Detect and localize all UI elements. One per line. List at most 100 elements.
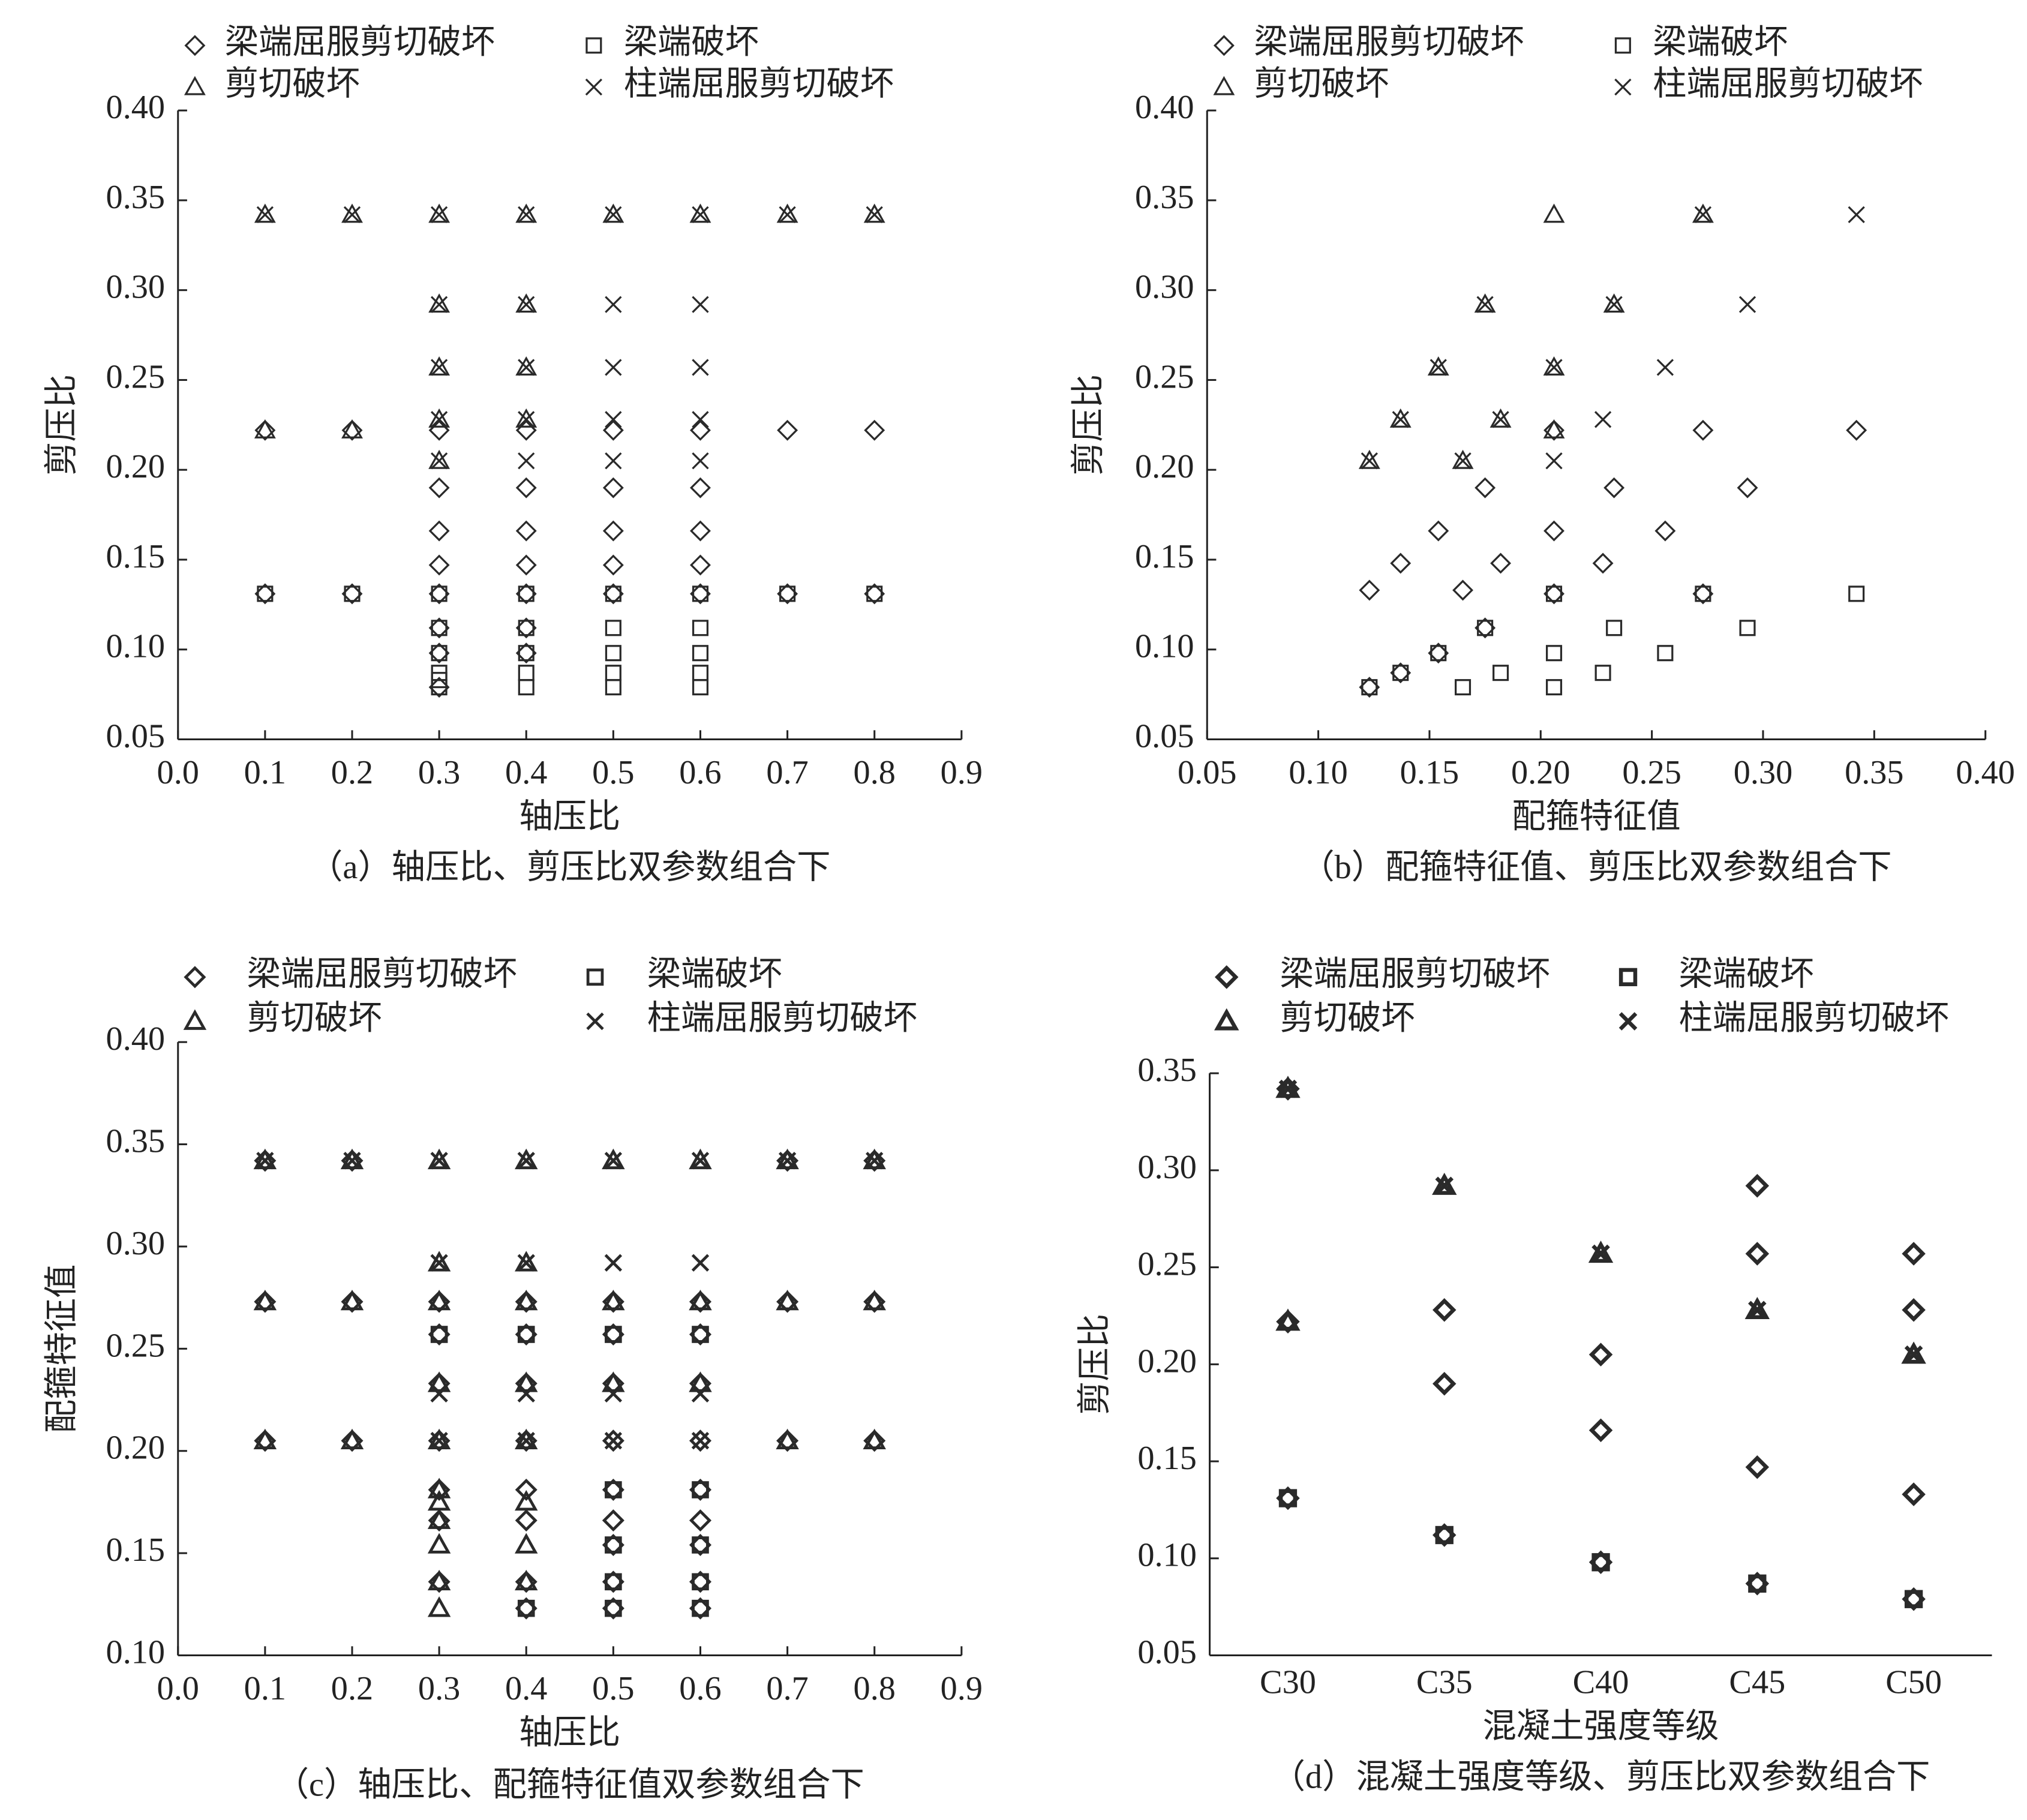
cross-marker: [691, 1384, 710, 1403]
square-marker: [1493, 665, 1509, 681]
triangle-marker: [341, 203, 363, 223]
diamond-marker: [515, 419, 537, 441]
square-marker: [692, 1599, 709, 1617]
x-tick-label: 0.6: [679, 1670, 721, 1707]
diamond-marker: [602, 554, 624, 576]
caption: （c）轴压比、配箍特征值双参数组合下: [275, 1766, 864, 1803]
x-tick-label: 0.8: [854, 754, 896, 791]
square-marker: [518, 585, 534, 602]
triangle-marker: [428, 293, 451, 313]
triangle-marker: [776, 203, 798, 223]
cross-marker: [692, 296, 709, 313]
square-marker: [605, 1573, 622, 1591]
triangle-marker: [428, 408, 451, 428]
triangle-marker: [340, 1289, 364, 1311]
diamond-marker: [602, 520, 624, 542]
diamond-marker: [341, 1290, 364, 1313]
triangle-marker: [515, 1428, 538, 1450]
cross-marker: [517, 1432, 535, 1450]
diamond-marker: [515, 617, 537, 639]
triangle-marker: [427, 1428, 451, 1450]
square-marker: [605, 585, 621, 602]
square-marker: [1904, 1590, 1923, 1608]
triangle-marker: [1358, 449, 1380, 469]
square-marker: [1848, 585, 1865, 602]
square-marker: [605, 665, 621, 681]
y-tick-label: 0.15: [106, 1531, 166, 1569]
diamond-marker: [1428, 642, 1449, 664]
triangle-marker: [515, 1251, 538, 1272]
diamond-marker: [602, 1290, 624, 1313]
diamond-marker: [428, 642, 450, 664]
square-marker: [779, 585, 796, 602]
diamond-marker: [1737, 477, 1758, 498]
cross-marker: [518, 411, 535, 428]
cross-marker: [1904, 1345, 1923, 1364]
y-tick-label: 0.35: [106, 179, 166, 216]
x-axis-label: 配箍特征值: [1512, 798, 1680, 836]
triangle-marker: [1389, 408, 1412, 428]
square-marker: [605, 620, 621, 636]
diamond-marker: [341, 583, 363, 605]
diamond-marker: [1588, 1418, 1613, 1443]
diamond-marker: [690, 554, 711, 576]
diamond-marker: [341, 419, 363, 441]
diamond-marker: [428, 1570, 451, 1593]
triangle-marker: [253, 1289, 277, 1311]
x-tick-label: 0.25: [1622, 754, 1681, 791]
x-tick-label: 0.6: [679, 754, 721, 791]
diamond-marker: [428, 1478, 451, 1501]
y-tick-label: 0.10: [1135, 628, 1194, 665]
triangle-marker: [427, 1508, 451, 1529]
diamond-marker: [341, 1149, 364, 1172]
legend-marker: [184, 35, 206, 56]
cross-marker: [517, 1152, 535, 1170]
square-marker: [517, 1599, 535, 1617]
cross-marker: [518, 359, 535, 376]
x-tick-label: 0.2: [331, 754, 373, 791]
cross-marker: [518, 296, 535, 313]
diamond-marker: [1745, 1242, 1770, 1266]
cross-marker: [1492, 411, 1509, 428]
diamond-marker: [515, 1290, 537, 1313]
diamond-marker: [602, 583, 624, 605]
legend-label: 梁端屈服剪切破坏: [1280, 956, 1550, 993]
diamond-marker: [1432, 1371, 1457, 1396]
cross-marker: [692, 452, 709, 470]
square-marker: [518, 679, 534, 696]
triangle-marker: [254, 419, 276, 439]
square-marker: [518, 645, 534, 662]
square-marker: [692, 1573, 709, 1591]
cross-marker: [430, 359, 448, 376]
diamond-marker: [515, 642, 537, 664]
diamond-marker: [428, 419, 450, 441]
legend-label: 柱端屈服剪切破坏: [624, 65, 894, 103]
y-tick-label: 0.30: [106, 1225, 166, 1262]
cross-marker: [605, 411, 622, 428]
square-marker: [692, 585, 709, 602]
square-marker: [431, 679, 448, 696]
triangle-marker: [428, 356, 451, 376]
cross-marker: [692, 411, 709, 428]
square-marker: [692, 645, 709, 662]
x-tick-label: 0.4: [505, 754, 547, 791]
diamond-marker: [428, 1429, 451, 1452]
y-tick-label: 0.30: [1135, 269, 1194, 306]
cross-marker: [430, 411, 448, 428]
legend-marker: [585, 37, 602, 54]
cross-marker: [1591, 1244, 1610, 1263]
legend-marker: [586, 968, 604, 986]
diamond-marker: [1475, 617, 1496, 639]
diamond-marker: [515, 1478, 537, 1501]
x-tick-label: 0.9: [941, 754, 983, 791]
triangle-marker: [515, 408, 537, 428]
legend-label: 梁端屈服剪切破坏: [1254, 24, 1524, 61]
diamond-marker: [1359, 677, 1380, 698]
x-tick-label: 0.1: [244, 754, 286, 791]
triangle-marker: [427, 1251, 451, 1272]
cross-marker: [1738, 296, 1756, 313]
triangle-marker: [427, 1148, 451, 1170]
cross-marker: [1605, 296, 1623, 313]
